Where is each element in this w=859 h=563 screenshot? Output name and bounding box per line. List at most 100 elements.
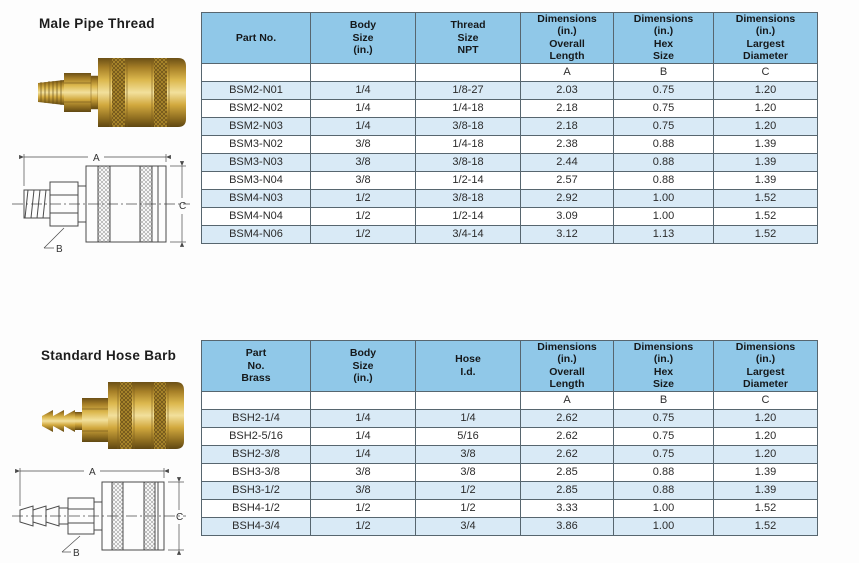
table-cell: 2.57 bbox=[520, 170, 614, 190]
table-cell: 0.88 bbox=[613, 462, 714, 482]
table-header-row: Part No. Body Size (in.) Thread Size NPT Di… bbox=[201, 12, 818, 64]
table-cell: 1.00 bbox=[613, 498, 714, 518]
column-header: Dimensions (in.) Largest Diameter bbox=[713, 340, 818, 392]
table-cell: 3/8 bbox=[415, 444, 521, 464]
dimension-letter-cell: A bbox=[520, 390, 614, 410]
dimension-letter-cell bbox=[415, 390, 521, 410]
dim-label-b: B bbox=[73, 548, 80, 558]
table-cell: 2.38 bbox=[520, 134, 614, 154]
table-cell: 0.88 bbox=[613, 134, 714, 154]
table-cell: 3/4 bbox=[415, 516, 521, 536]
male-pipe-thread-photo bbox=[36, 50, 188, 141]
table-cell: 0.75 bbox=[613, 444, 714, 464]
table-cell: BSM3-N02 bbox=[201, 134, 311, 154]
table-cell: 1/4 bbox=[310, 98, 416, 118]
table-cell: 2.92 bbox=[520, 188, 614, 208]
table-cell: 1/4 bbox=[310, 426, 416, 446]
table-cell: 0.75 bbox=[613, 408, 714, 428]
male-pipe-thread-table: Part No. Body Size (in.) Thread Size NPT Di… bbox=[201, 12, 818, 244]
table-row: BSH4-1/2 1/2 1/2 3.33 1.00 1.52 bbox=[201, 498, 818, 518]
standard-hose-barb-diagram: A B C bbox=[8, 458, 192, 563]
table-row: BSM3-N03 3/8 3/8-18 2.44 0.88 1.39 bbox=[201, 152, 818, 172]
table-cell: 1/4 bbox=[310, 80, 416, 100]
table-cell: 1/2 bbox=[415, 498, 521, 518]
table-cell: 2.85 bbox=[520, 462, 614, 482]
dim-label-c: C bbox=[179, 201, 186, 212]
column-header: Dimensions (in.) Overall Length bbox=[520, 12, 614, 64]
table-cell: 0.88 bbox=[613, 480, 714, 500]
table-cell: 1/4 bbox=[415, 408, 521, 428]
table-cell: 3/4-14 bbox=[415, 224, 521, 244]
column-header: Thread Size NPT bbox=[415, 12, 521, 64]
table-cell: 1/2 bbox=[310, 224, 416, 244]
table-cell: 3.33 bbox=[520, 498, 614, 518]
table-cell: 1/4-18 bbox=[415, 98, 521, 118]
dimension-letter-cell bbox=[310, 62, 416, 82]
table-cell: 1.20 bbox=[713, 408, 818, 428]
table-cell: BSM4-N03 bbox=[201, 188, 311, 208]
dimension-letter-cell: A bbox=[520, 62, 614, 82]
table-cell: 1/8-27 bbox=[415, 80, 521, 100]
table-cell: BSM3-N04 bbox=[201, 170, 311, 190]
table-row: BSH2-5/16 1/4 5/16 2.62 0.75 1.20 bbox=[201, 426, 818, 446]
table-row: BSH2-1/4 1/4 1/4 2.62 0.75 1.20 bbox=[201, 408, 818, 428]
column-header: Part No. Brass bbox=[201, 340, 311, 392]
table-cell: 1.00 bbox=[613, 206, 714, 226]
column-header: Dimensions (in.) Largest Diameter bbox=[713, 12, 818, 64]
table-row: BSM2-N03 1/4 3/8-18 2.18 0.75 1.20 bbox=[201, 116, 818, 136]
dimension-letter-cell: B bbox=[613, 390, 714, 410]
table-row: BSM4-N06 1/2 3/4-14 3.12 1.13 1.52 bbox=[201, 224, 818, 244]
dimension-letter-cell bbox=[415, 62, 521, 82]
table-cell: 1/4 bbox=[310, 408, 416, 428]
table-cell: 1.39 bbox=[713, 462, 818, 482]
table-cell: 1.52 bbox=[713, 224, 818, 244]
table-cell: 1/2-14 bbox=[415, 206, 521, 226]
table-cell: 1.20 bbox=[713, 98, 818, 118]
table-cell: 0.75 bbox=[613, 80, 714, 100]
table-row: BSH3-1/2 3/8 1/2 2.85 0.88 1.39 bbox=[201, 480, 818, 500]
dimension-letter-cell bbox=[201, 62, 311, 82]
table-cell: 2.62 bbox=[520, 444, 614, 464]
table-cell: 3/8 bbox=[310, 462, 416, 482]
column-header: Dimensions (in.) Hex Size bbox=[613, 12, 714, 64]
table-cell: 1.52 bbox=[713, 206, 818, 226]
column-header: Part No. bbox=[201, 12, 311, 64]
table-cell: 1/2 bbox=[310, 516, 416, 536]
table-cell: 2.62 bbox=[520, 426, 614, 446]
table-row: BSH3-3/8 3/8 3/8 2.85 0.88 1.39 bbox=[201, 462, 818, 482]
table-cell: 1.39 bbox=[713, 480, 818, 500]
table-cell: 1.20 bbox=[713, 426, 818, 446]
table-cell: 1/2 bbox=[310, 206, 416, 226]
table-cell: BSH2-1/4 bbox=[201, 408, 311, 428]
table-cell: 3/8 bbox=[310, 480, 416, 500]
table-cell: 3/8 bbox=[310, 152, 416, 172]
table-cell: 1/2 bbox=[415, 480, 521, 500]
table-cell: 2.44 bbox=[520, 152, 614, 172]
dimension-letter-cell bbox=[310, 390, 416, 410]
table-row: BSM4-N03 1/2 3/8-18 2.92 1.00 1.52 bbox=[201, 188, 818, 208]
column-header: Dimensions (in.) Hex Size bbox=[613, 340, 714, 392]
table-cell: BSH4-1/2 bbox=[201, 498, 311, 518]
table-cell: 3.86 bbox=[520, 516, 614, 536]
column-header: Hose I.d. bbox=[415, 340, 521, 392]
table-cell: 3/8 bbox=[310, 170, 416, 190]
table-cell: 0.75 bbox=[613, 116, 714, 136]
table-cell: 1/2 bbox=[310, 498, 416, 518]
table-cell: 1.20 bbox=[713, 80, 818, 100]
table-cell: 0.75 bbox=[613, 426, 714, 446]
table-cell: 2.62 bbox=[520, 408, 614, 428]
table-cell: BSM2-N03 bbox=[201, 116, 311, 136]
table-cell: BSH4-3/4 bbox=[201, 516, 311, 536]
table-cell: 2.18 bbox=[520, 98, 614, 118]
dim-label-a: A bbox=[93, 153, 100, 164]
dimension-letter-cell: B bbox=[613, 62, 714, 82]
table-cell: 3/8-18 bbox=[415, 152, 521, 172]
table-cell: 1.00 bbox=[613, 188, 714, 208]
table-cell: 2.85 bbox=[520, 480, 614, 500]
table-row: BSM3-N02 3/8 1/4-18 2.38 0.88 1.39 bbox=[201, 134, 818, 154]
dim-label-c: C bbox=[176, 512, 183, 523]
standard-hose-barb-photo bbox=[40, 376, 186, 463]
table-header-row: Part No. Brass Body Size (in.) Hose I.d. Di… bbox=[201, 340, 818, 392]
